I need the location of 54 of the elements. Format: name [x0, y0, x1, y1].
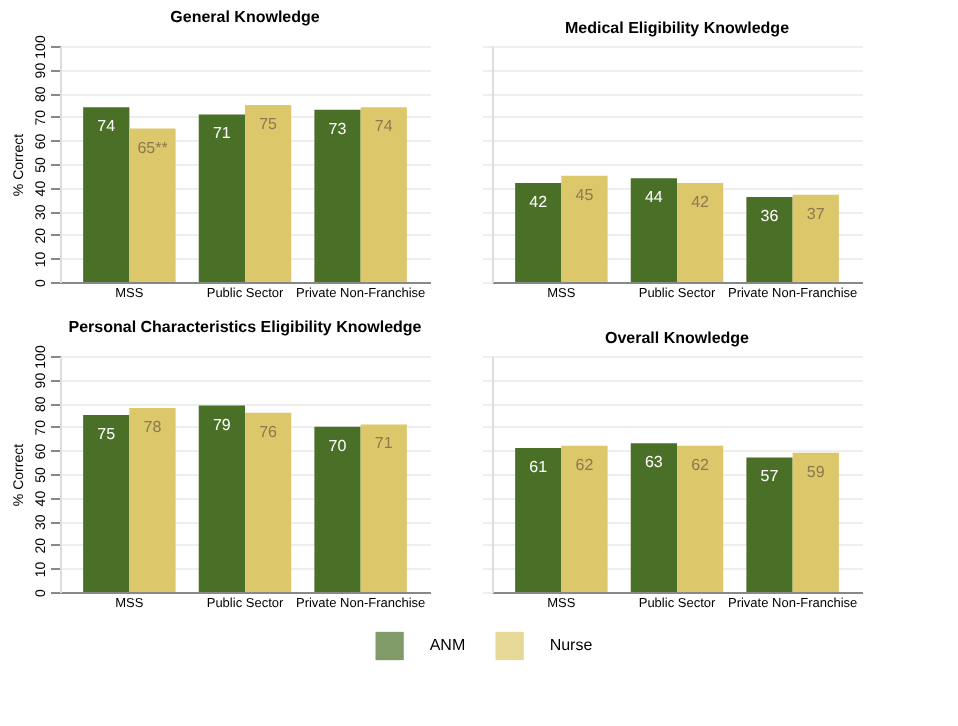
bar [360, 107, 407, 282]
data-label: 61 [529, 458, 549, 477]
data-label: 75 [97, 425, 117, 443]
data-label: 74 [97, 117, 117, 136]
bar [198, 405, 245, 592]
data-label: 78 [143, 417, 163, 436]
data-label: 62 [691, 455, 711, 474]
data-label: 37 [806, 204, 826, 223]
data-label: 36 [760, 207, 780, 226]
data-label: 71 [212, 124, 232, 143]
bar [630, 178, 677, 282]
chart-title: Overall Knowledge [604, 329, 751, 347]
chart-title: Medical Eligibility Knowledge [564, 19, 791, 37]
bar [515, 182, 562, 282]
data-label: 44 [644, 188, 664, 207]
legend-label: Nurse [549, 636, 594, 654]
bar [83, 107, 130, 282]
bar [746, 457, 793, 592]
chart-title: General Knowledge [170, 8, 321, 27]
bar [792, 452, 839, 592]
data-label: 74 [374, 117, 394, 136]
bar [245, 412, 292, 592]
data-label: 42 [529, 192, 549, 211]
bar [314, 426, 361, 592]
bar [360, 424, 407, 592]
bar [314, 109, 361, 282]
bar [129, 128, 176, 282]
data-label: 76 [259, 422, 279, 441]
bar [677, 445, 724, 592]
bar [83, 415, 130, 592]
bar [561, 445, 608, 592]
data-label: 75 [259, 115, 279, 133]
bar [746, 197, 793, 282]
data-label: 57 [760, 467, 780, 486]
data-label: 62 [575, 455, 595, 474]
chart-title: Personal Characteristics Eligibility Knowledge [68, 318, 423, 337]
data-label: 63 [644, 453, 664, 472]
bar [245, 105, 292, 282]
data-label: 71 [374, 434, 394, 453]
bar [561, 175, 608, 282]
bar [515, 448, 562, 592]
data-label: 79 [212, 415, 232, 434]
bar [792, 194, 839, 282]
data-label: 59 [806, 462, 826, 481]
legend-label: ANM [429, 636, 466, 654]
data-label: 73 [328, 119, 348, 138]
data-label: 65** [137, 138, 168, 157]
data-label: 42 [691, 192, 711, 211]
bar [677, 182, 724, 282]
data-label: 70 [328, 436, 348, 455]
bar [198, 114, 245, 282]
bar [129, 407, 176, 592]
data-label: 45 [575, 185, 595, 204]
bar [630, 443, 677, 592]
